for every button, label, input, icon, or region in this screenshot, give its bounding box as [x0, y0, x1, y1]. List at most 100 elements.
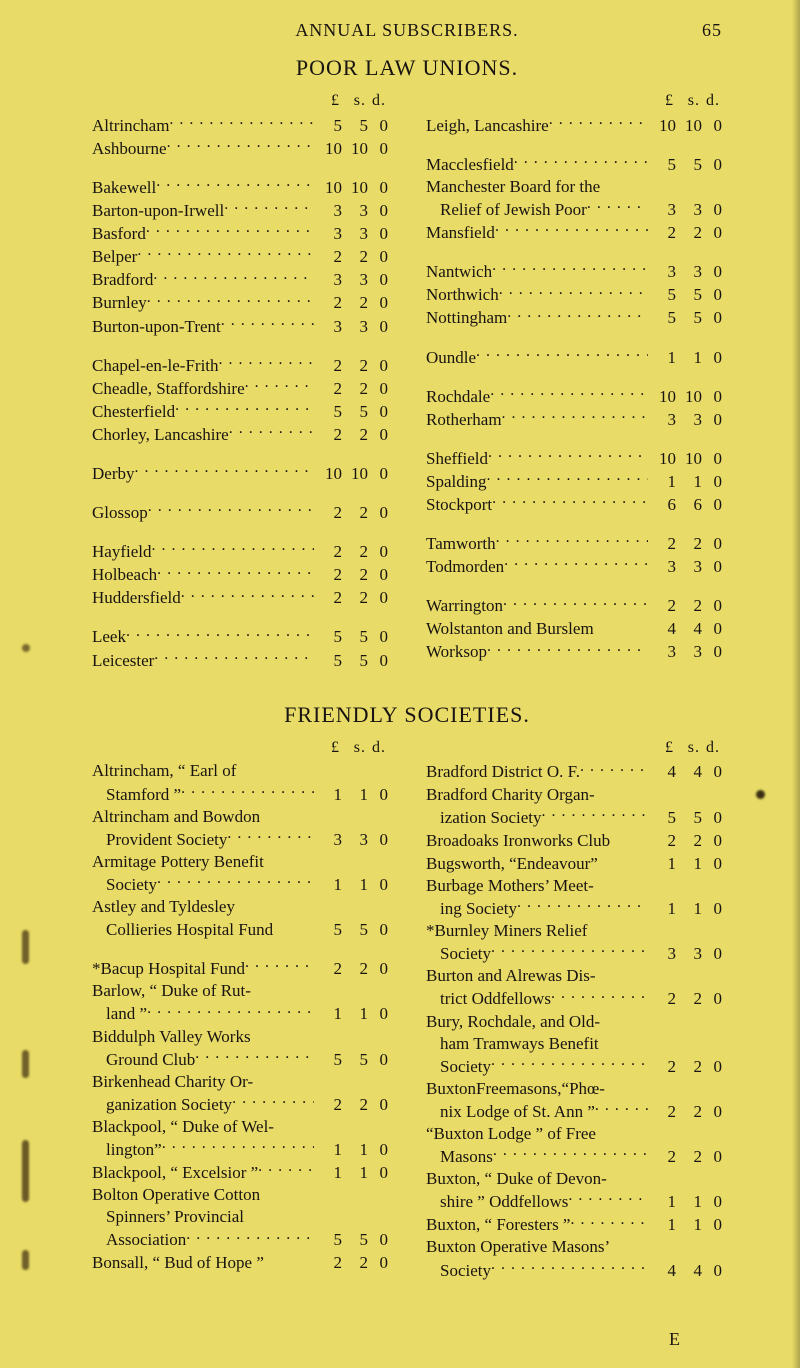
amount: 330: [648, 261, 722, 283]
amount: 550: [314, 919, 388, 941]
amount-L: 1: [648, 853, 676, 875]
entry-name: Manchester Board for the: [426, 176, 600, 198]
amount-L: 5: [314, 115, 342, 137]
table-row: Oundle110: [426, 346, 722, 369]
amount-L: 5: [314, 1049, 342, 1071]
entry-name: Armitage Pottery Benefit: [92, 851, 264, 873]
table-row: Provident Society330: [92, 828, 388, 851]
table-row: Altrincham, “ Earl of: [92, 760, 388, 782]
entry-name: Mansfield: [426, 222, 495, 244]
entry-name: Holbeach: [92, 564, 157, 586]
amount-s: 5: [342, 401, 368, 423]
amount-L: 5: [314, 401, 342, 423]
dot-leaders: [245, 377, 314, 394]
amount-s: 1: [342, 784, 368, 806]
entry-name: Burnley: [92, 292, 147, 314]
blank-line: [92, 446, 388, 462]
amount: 550: [648, 307, 722, 329]
amount: 10100: [314, 463, 388, 485]
amount-L: 3: [314, 223, 342, 245]
dot-leaders: [219, 354, 314, 371]
amount-L: 2: [314, 246, 342, 268]
amount: 220: [314, 355, 388, 377]
amount-s: 5: [342, 1229, 368, 1251]
amount-d: 0: [368, 401, 388, 423]
amount-d: 0: [702, 307, 722, 329]
entry-name: Derby: [92, 463, 134, 485]
entry-name: Oundle: [426, 347, 476, 369]
amount-s: 2: [676, 533, 702, 555]
amount-s: 5: [676, 284, 702, 306]
signature-mark: E: [669, 1329, 680, 1350]
amount: 550: [314, 115, 388, 137]
section-title-poor-law: POOR LAW UNIONS.: [92, 55, 722, 81]
dot-leaders: [476, 346, 648, 363]
amount-s: 1: [676, 853, 702, 875]
amount-L: 10: [314, 177, 342, 199]
money-head: £s.d.: [92, 738, 388, 759]
table-row: Nantwich330: [426, 260, 722, 283]
entry-name: Rochdale: [426, 386, 490, 408]
entry-name: Collieries Hospital Fund: [92, 919, 273, 941]
amount-L: 4: [648, 761, 676, 783]
table-row: Warrington220: [426, 594, 722, 617]
table-row: Barlow, “ Duke of Rut-: [92, 980, 388, 1002]
amount-d: 0: [702, 1146, 722, 1168]
amount: 110: [314, 1139, 388, 1161]
amount: 220: [648, 595, 722, 617]
amount-s: 1: [676, 1191, 702, 1213]
entry-name: Bakewell: [92, 177, 156, 199]
amount-L: 2: [648, 595, 676, 617]
table-row: Derby 10100: [92, 462, 388, 485]
table-row: Rotherham330: [426, 408, 722, 431]
amount: 220: [314, 424, 388, 446]
blank-line: [426, 244, 722, 260]
amount-d: 0: [702, 494, 722, 516]
amount-s: 5: [342, 650, 368, 672]
amount-d: 0: [702, 618, 722, 640]
entry-name: Biddulph Valley Works: [92, 1026, 251, 1048]
dot-leaders: [151, 540, 314, 557]
amount-s: 10: [676, 448, 702, 470]
amount-d: 0: [702, 830, 722, 852]
amount-s: 2: [342, 1252, 368, 1274]
amount: 220: [648, 1056, 722, 1078]
dot-leaders: [551, 987, 648, 1004]
page-stain: [22, 930, 29, 964]
amount-s: 4: [676, 761, 702, 783]
table-row: lington”110: [92, 1138, 388, 1161]
dot-leaders: [549, 114, 648, 131]
dot-leaders: [169, 114, 314, 131]
amount: 550: [648, 284, 722, 306]
entry-name: Burton-upon-Trent: [92, 316, 221, 338]
amount: 330: [648, 409, 722, 431]
page-stain: [22, 1050, 29, 1078]
amount-d: 0: [368, 269, 388, 291]
entry-name: Barlow, “ Duke of Rut-: [92, 980, 251, 1002]
table-row: shire ” Oddfellows110: [426, 1190, 722, 1213]
amount: 220: [648, 222, 722, 244]
amount: 330: [314, 316, 388, 338]
entry-name: Chapel-en-le-Frith: [92, 355, 219, 377]
blank-line: [92, 485, 388, 501]
amount-d: 0: [702, 284, 722, 306]
table-row: ganization Society220: [92, 1093, 388, 1116]
table-row: land ”110: [92, 1002, 388, 1025]
amount: 660: [648, 494, 722, 516]
amount: 220: [314, 502, 388, 524]
entry-name: nix Lodge of St. Ann ”: [426, 1101, 595, 1123]
amount-d: 0: [702, 641, 722, 663]
amount-s: 3: [342, 829, 368, 851]
amount-L: 2: [648, 1146, 676, 1168]
table-row: Manchester Board for the: [426, 176, 722, 198]
blank-line: [92, 941, 388, 957]
dot-leaders: [162, 1138, 314, 1155]
amount: 220: [314, 1252, 388, 1274]
amount-L: 1: [648, 898, 676, 920]
table-row: Wolstanton and Burslem440: [426, 617, 722, 640]
amount-d: 0: [368, 1094, 388, 1116]
entry-name: Buxton, “ Duke of Devon-: [426, 1168, 607, 1190]
amount-s: 2: [676, 830, 702, 852]
table-row: Relief of Jewish Poor330: [426, 198, 722, 221]
table-row: Bugsworth, “Endeavour”110: [426, 852, 722, 875]
